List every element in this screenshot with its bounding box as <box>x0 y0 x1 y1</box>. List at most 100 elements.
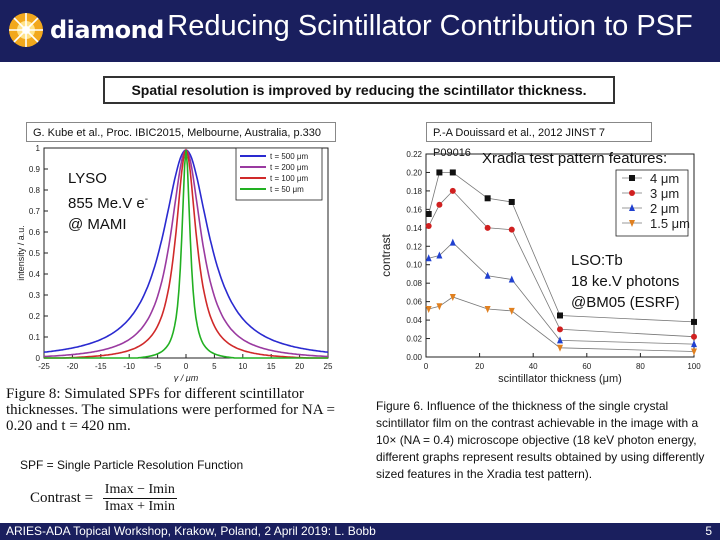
lyso-label-electron-sup: - <box>144 194 149 205</box>
lyso-label-line3: @ MAMI <box>68 216 127 233</box>
starburst-icon <box>9 13 43 47</box>
y-tick-label: 0 <box>36 354 41 363</box>
x-tick-label: 0 <box>424 362 429 371</box>
data-point-series-4 <box>425 306 432 314</box>
data-point-series-4 <box>436 303 443 311</box>
data-point-series-2 <box>484 224 491 231</box>
plot-frame <box>425 153 695 358</box>
spf-line-series-4 <box>44 150 328 359</box>
spf-definition: SPF = Single Particle Resolution Functio… <box>20 458 244 472</box>
page-number: 5 <box>705 524 712 538</box>
header-bar: diamond Reducing Scintillator Contributi… <box>0 0 720 62</box>
x-tick-label: 5 <box>212 362 217 371</box>
data-point-series-1 <box>508 198 515 205</box>
x-axis-label: y / μm <box>173 373 199 382</box>
legend-marker-4 <box>629 220 635 227</box>
x-tick-label: 25 <box>324 362 333 371</box>
lso-label-line1: LSO:Tb <box>571 252 623 269</box>
y-tick-label: 1 <box>36 144 41 153</box>
x-tick-label: -5 <box>154 362 162 371</box>
y-tick-label: 0.6 <box>29 228 41 237</box>
x-tick-label: 10 <box>238 362 247 371</box>
data-point-series-4 <box>557 344 563 352</box>
data-point-series-3 <box>691 340 697 348</box>
data-point-series-1 <box>484 195 491 202</box>
data-point-series-4 <box>449 294 456 302</box>
lyso-label-energy: 855 Me.V e <box>68 195 145 212</box>
formula-numerator: Imax − Imin <box>102 482 177 499</box>
data-point-series-2 <box>557 326 563 333</box>
legend-label-1: t = 500 μm <box>270 152 309 161</box>
lso-label-line3: @BM05 (ESRF) <box>571 294 680 311</box>
legend-label-2: 3 μm <box>650 186 679 201</box>
y-tick-label: 0.12 <box>406 242 422 251</box>
lso-label-line2: 18 ke.V photons <box>571 273 680 290</box>
figure-6-caption: Figure 6. Influence of the thickness of … <box>376 399 705 481</box>
data-point-series-2 <box>508 226 515 233</box>
x-tick-label: -10 <box>123 362 135 371</box>
x-axis-label: scintillator thickness (μm) <box>498 373 622 385</box>
citation-douissard: P.-A Douissard et al., 2012 JINST 7 P090… <box>426 122 652 159</box>
x-tick-label: 40 <box>529 362 538 371</box>
data-point-series-1 <box>425 210 432 217</box>
citation-kube: G. Kube et al., Proc. IBIC2015, Melbourn… <box>26 122 336 142</box>
y-tick-label: 0.00 <box>406 353 422 362</box>
figure-8-caption: Figure 8: Simulated SPFs for different s… <box>6 386 335 434</box>
y-tick-label: 0.18 <box>406 187 422 196</box>
data-point-series-1 <box>436 169 443 176</box>
y-tick-label: 0.2 <box>29 312 41 321</box>
logo-text: diamond <box>50 16 164 44</box>
subtitle-box: Spatial resolution is improved by reduci… <box>103 76 615 104</box>
data-point-series-3 <box>484 271 491 279</box>
data-point-series-4 <box>691 348 697 356</box>
diamond-logo: diamond <box>6 10 164 52</box>
data-point-series-3 <box>557 336 563 344</box>
x-tick-label: 0 <box>184 362 189 371</box>
x-tick-label: 80 <box>636 362 645 371</box>
data-point-series-3 <box>425 254 432 262</box>
lyso-label: LYSO 855 Me.V e- @ MAMI <box>68 168 148 235</box>
data-point-series-1 <box>557 312 563 319</box>
x-tick-label: 20 <box>475 362 484 371</box>
data-point-series-2 <box>449 187 456 194</box>
legend-label-4: t = 50 μm <box>270 185 304 194</box>
x-tick-label: -20 <box>67 362 79 371</box>
spf-chart: -25 -20 -15 -10 -5 0 5 10 15 20 25 0 0.1 0.2 0.3 0.4 0.5… <box>16 144 333 382</box>
x-tick-label: 15 <box>267 362 276 371</box>
slide-title: Reducing Scintillator Contribution to PS… <box>167 10 693 42</box>
y-tick-label: 0.04 <box>406 316 422 325</box>
footer-bar: ARIES-ADA Topical Workshop, Krakow, Pola… <box>0 523 720 540</box>
x-tick-label: -15 <box>95 362 107 371</box>
legend-label-2: t = 200 μm <box>270 163 309 172</box>
y-tick-label: 0.9 <box>29 165 41 174</box>
y-tick-label: 0.5 <box>29 249 41 258</box>
x-tick-label: 20 <box>295 362 304 371</box>
legend-label-3: t = 100 μm <box>270 174 309 183</box>
y-tick-label: 0.10 <box>406 261 422 270</box>
lso-label: LSO:Tb 18 ke.V photons @BM05 (ESRF) <box>571 250 680 313</box>
data-point-series-1 <box>449 169 456 176</box>
y-tick-label: 0.4 <box>29 270 41 279</box>
data-point-series-3 <box>508 275 515 283</box>
xradia-title: Xradia test pattern features: <box>482 150 668 167</box>
legend-box <box>615 169 689 237</box>
y-tick-label: 0.06 <box>406 298 422 307</box>
y-tick-label: 0.1 <box>29 333 41 342</box>
y-tick-label: 0.16 <box>406 205 422 214</box>
data-point-series-2 <box>691 333 697 340</box>
x-tick-label: -25 <box>38 362 50 371</box>
data-point-series-3 <box>449 238 456 246</box>
data-point-series-4 <box>484 306 491 314</box>
lyso-label-line2: 855 Me.V e- <box>68 189 148 214</box>
formula-lhs: Contrast = <box>30 489 94 506</box>
legend-label-3: 2 μm <box>650 201 679 216</box>
x-tick-label: 60 <box>582 362 591 371</box>
y-tick-label: 0.14 <box>406 224 422 233</box>
y-tick-label: 0.02 <box>406 335 422 344</box>
y-tick-label: 0.08 <box>406 279 422 288</box>
lyso-label-line1: LYSO <box>68 170 107 187</box>
y-tick-label: 0.20 <box>406 168 422 177</box>
data-point-series-4 <box>508 307 515 315</box>
data-point-series-1 <box>691 318 697 325</box>
footer-text: ARIES-ADA Topical Workshop, Krakow, Pola… <box>6 524 376 538</box>
